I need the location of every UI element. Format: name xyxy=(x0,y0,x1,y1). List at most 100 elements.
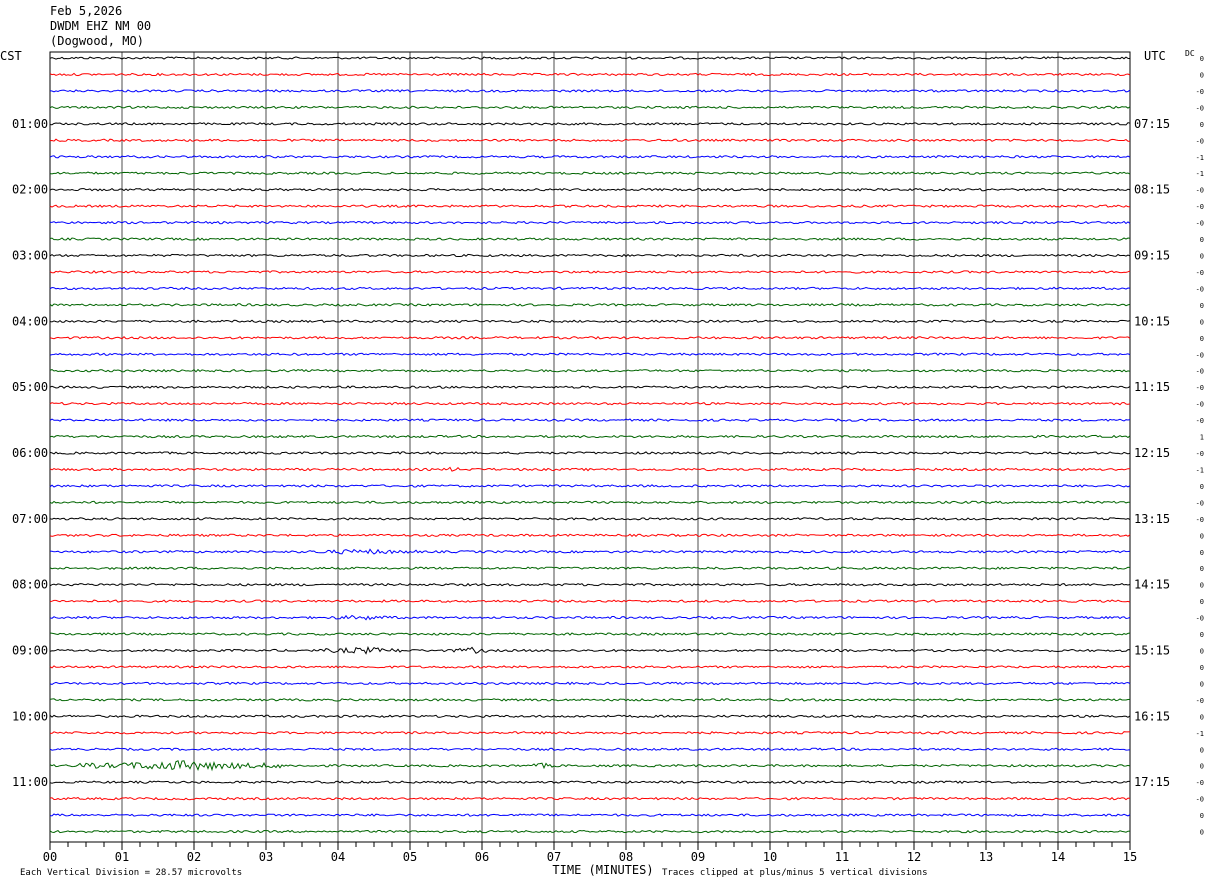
trace-row-2 xyxy=(49,89,1131,93)
right-hour-label: 11:15 xyxy=(1134,380,1170,394)
dc-offset-value: 0 xyxy=(1200,713,1204,721)
dc-offset-value: 1 xyxy=(1200,434,1204,442)
right-hour-label: 14:15 xyxy=(1134,578,1170,592)
left-hour-label: 09:00 xyxy=(12,644,48,658)
dc-offset-value: -0 xyxy=(1196,285,1204,293)
dc-offset-value: 0 xyxy=(1200,236,1204,244)
x-tick-label: 02 xyxy=(187,850,201,864)
x-tick-label: 07 xyxy=(547,850,561,864)
dc-offset-value: -0 xyxy=(1196,779,1204,787)
dc-offset-value: -0 xyxy=(1196,401,1204,409)
trace-row-23 xyxy=(49,434,1131,439)
x-tick-label: 06 xyxy=(475,850,489,864)
dc-offset-value: -0 xyxy=(1196,796,1204,804)
trace-row-26 xyxy=(49,484,1131,488)
trace-row-21 xyxy=(49,401,1131,406)
x-tick-label: 01 xyxy=(115,850,129,864)
left-hour-label: 05:00 xyxy=(12,380,48,394)
cst-label: CST xyxy=(0,49,22,63)
left-hour-label: 04:00 xyxy=(12,314,48,328)
dc-offset-value: -0 xyxy=(1196,450,1204,458)
right-hour-label: 07:15 xyxy=(1134,117,1170,131)
date-label: Feb 5,2026 xyxy=(50,4,123,18)
utc-label: UTC xyxy=(1144,49,1166,63)
dc-offset-value: 0 xyxy=(1200,812,1204,820)
dc-offset-value: 0 xyxy=(1200,55,1204,63)
x-tick-label: 09 xyxy=(691,850,705,864)
right-hour-label: 13:15 xyxy=(1134,512,1170,526)
left-hour-label: 03:00 xyxy=(12,249,48,263)
trace-row-9 xyxy=(49,204,1130,208)
dc-offset-value: -0 xyxy=(1196,351,1204,359)
dc-offset-value: 0 xyxy=(1200,829,1204,837)
dc-offset-value: 0 xyxy=(1200,318,1204,326)
dc-offset-value: -1 xyxy=(1196,466,1204,474)
dc-offset-value: -0 xyxy=(1196,187,1204,195)
x-tick-label: 04 xyxy=(331,850,345,864)
dc-offset-value: 0 xyxy=(1200,121,1204,129)
trace-row-8 xyxy=(49,187,1131,192)
plot-frame xyxy=(49,51,1131,843)
trace-row-16 xyxy=(49,319,1131,324)
dc-offset-value: 0 xyxy=(1200,763,1204,771)
right-hour-label: 08:15 xyxy=(1134,183,1170,197)
dc-offset-value: -0 xyxy=(1196,104,1204,112)
trace-row-35 xyxy=(49,632,1131,636)
dc-offset-value: -0 xyxy=(1196,220,1204,228)
dc-offset-value: -0 xyxy=(1196,137,1204,145)
dc-offset-value: -0 xyxy=(1196,269,1204,277)
trace-row-19 xyxy=(49,368,1131,373)
trace-row-25 xyxy=(49,466,1131,472)
dc-offset-value: -0 xyxy=(1196,88,1204,96)
trace-row-24 xyxy=(49,451,1131,455)
dc-offset-value: 0 xyxy=(1200,582,1204,590)
trace-row-36 xyxy=(49,646,1131,655)
x-tick-label: 12 xyxy=(907,850,921,864)
dc-offset-value: 0 xyxy=(1200,302,1204,310)
dc-offset-value: -0 xyxy=(1196,417,1204,425)
dc-offset-value: -0 xyxy=(1196,697,1204,705)
trace-row-34 xyxy=(49,614,1131,621)
trace-row-39 xyxy=(49,698,1131,702)
trace-row-3 xyxy=(49,105,1131,110)
trace-row-6 xyxy=(49,155,1131,159)
right-hour-label: 09:15 xyxy=(1134,249,1170,263)
dc-offset-value: 0 xyxy=(1200,71,1204,79)
station-label: DWDM EHZ NM 00 xyxy=(50,19,152,33)
dc-offset-value: 0 xyxy=(1200,483,1204,491)
trace-row-0 xyxy=(49,56,1131,60)
right-hour-label: 16:15 xyxy=(1134,709,1170,723)
x-tick-label: 03 xyxy=(259,850,273,864)
left-hour-label: 11:00 xyxy=(12,775,48,789)
trace-row-43 xyxy=(49,760,1131,772)
right-hour-label: 15:15 xyxy=(1134,644,1170,658)
dc-offset-value: 0 xyxy=(1200,335,1204,343)
x-tick-label: 10 xyxy=(763,850,777,864)
trace-row-13 xyxy=(49,270,1131,274)
dc-offset-value: -1 xyxy=(1196,730,1204,738)
trace-row-4 xyxy=(49,122,1131,126)
trace-row-46 xyxy=(49,813,1131,817)
dc-offset-value: 0 xyxy=(1200,631,1204,639)
dc-offset-value: -0 xyxy=(1196,384,1204,392)
dc-offset-value: -1 xyxy=(1196,170,1204,178)
trace-row-29 xyxy=(49,533,1131,538)
trace-row-28 xyxy=(49,517,1131,521)
trace-row-44 xyxy=(49,780,1130,785)
trace-row-12 xyxy=(49,253,1131,258)
x-axis-label: TIME (MINUTES) xyxy=(552,863,653,877)
trace-row-45 xyxy=(49,796,1131,801)
x-tick-label: 00 xyxy=(43,850,57,864)
left-hour-label: 02:00 xyxy=(12,183,48,197)
right-hour-label: 10:15 xyxy=(1134,314,1170,328)
dc-offset-value: -0 xyxy=(1196,203,1204,211)
trace-row-7 xyxy=(49,171,1131,175)
dc-offset-value: 0 xyxy=(1200,680,1204,688)
clip-note: Traces clipped at plus/minus 5 vertical … xyxy=(662,868,928,878)
trace-row-42 xyxy=(49,747,1131,751)
left-hour-label: 01:00 xyxy=(12,117,48,131)
trace-row-30 xyxy=(49,548,1131,555)
dc-offset-value: 0 xyxy=(1200,532,1204,540)
trace-row-40 xyxy=(49,714,1131,719)
dc-offset-value: 0 xyxy=(1200,549,1204,557)
